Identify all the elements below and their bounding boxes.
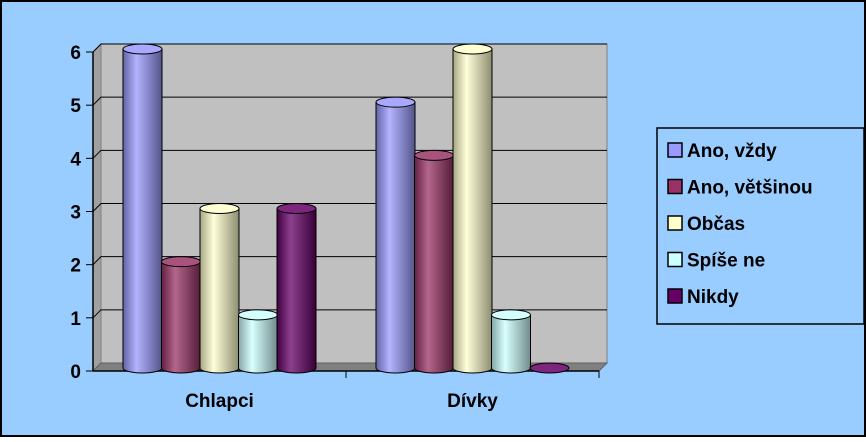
bar-ano-v-t-inou-d-vky — [414, 149, 454, 374]
legend-swatch — [667, 215, 683, 231]
bar-body — [375, 101, 416, 374]
bar-top — [122, 43, 163, 55]
bar-body — [414, 154, 454, 374]
bar-top — [199, 203, 240, 214]
legend-swatch — [667, 288, 683, 304]
bar-body — [238, 314, 278, 374]
legend-label: Spíše ne — [687, 251, 765, 272]
legend-swatch — [667, 178, 683, 195]
bar-sp-e-ne-d-vky — [491, 309, 531, 374]
bar-ano-v-t-inou-chlapci — [161, 256, 201, 374]
y-tick-label: 1 — [70, 309, 81, 330]
x-tick-label: Dívky — [447, 391, 498, 412]
gridline — [92, 43, 607, 53]
bar-top — [414, 149, 454, 161]
y-tick-label: 3 — [70, 203, 81, 224]
legend-label: Nikdy — [687, 287, 739, 308]
bar-top — [161, 256, 201, 268]
bar-body — [491, 314, 531, 374]
legend-label: Ano, vždy — [687, 141, 777, 162]
bar-ob-as-chlapci — [199, 203, 240, 374]
y-tick-label: 2 — [70, 256, 81, 277]
y-tick-label: 5 — [70, 96, 81, 117]
bar-body — [199, 208, 240, 374]
bar-body — [161, 261, 201, 374]
bar-sp-e-ne-chlapci — [238, 309, 278, 374]
legend: Ano, vždy Ano, většinou Občas Spíše ne Nikdy — [656, 127, 865, 325]
y-tick-label: 6 — [70, 43, 81, 64]
y-tick-label: 4 — [70, 149, 81, 170]
legend-label: Občas — [687, 214, 745, 235]
legend-swatch — [667, 142, 683, 158]
bar-ob-as-d-vky — [452, 43, 493, 374]
y-tick-label: 0 — [70, 362, 81, 383]
bar-top — [529, 362, 570, 374]
bar-body — [122, 48, 163, 374]
bar-top — [491, 309, 531, 321]
bar-nikdy-d-vky — [529, 362, 570, 374]
bar-top — [238, 309, 278, 321]
bar-top — [375, 96, 416, 108]
bar-nikdy-chlapci — [276, 203, 317, 374]
legend-box — [656, 127, 865, 325]
x-tick-label: Chlapci — [185, 391, 254, 412]
gridline — [92, 96, 607, 106]
bar-top — [452, 43, 493, 55]
bar-body — [452, 48, 493, 374]
legend-swatch — [667, 251, 683, 268]
bar-ano-v-dy-chlapci — [122, 43, 163, 374]
bar-top — [276, 203, 317, 214]
bar-body — [276, 208, 317, 374]
bar-ano-v-dy-d-vky — [375, 96, 416, 374]
legend-label: Ano, většinou — [687, 178, 813, 199]
